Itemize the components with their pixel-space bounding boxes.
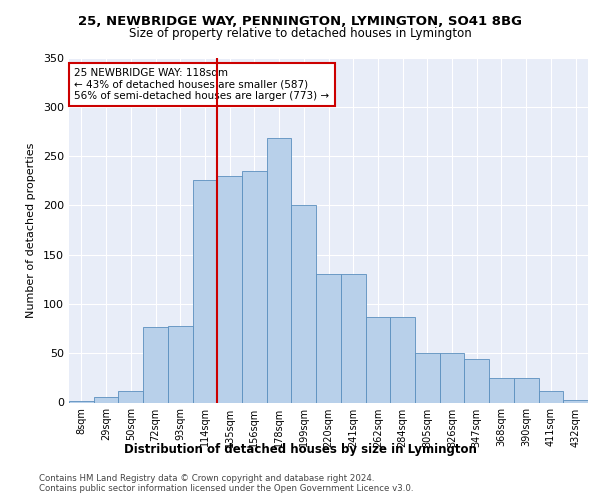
Bar xyxy=(242,171,267,402)
Bar xyxy=(267,138,292,402)
Bar xyxy=(292,206,316,402)
Bar xyxy=(514,378,539,402)
Bar xyxy=(316,274,341,402)
Bar xyxy=(415,353,440,403)
Text: 25, NEWBRIDGE WAY, PENNINGTON, LYMINGTON, SO41 8BG: 25, NEWBRIDGE WAY, PENNINGTON, LYMINGTON… xyxy=(78,15,522,28)
Text: Distribution of detached houses by size in Lymington: Distribution of detached houses by size … xyxy=(124,442,476,456)
Text: 25 NEWBRIDGE WAY: 118sqm
← 43% of detached houses are smaller (587)
56% of semi-: 25 NEWBRIDGE WAY: 118sqm ← 43% of detach… xyxy=(74,68,329,101)
Bar xyxy=(563,400,588,402)
Bar xyxy=(168,326,193,402)
Bar xyxy=(464,359,489,403)
Bar xyxy=(217,176,242,402)
Bar xyxy=(390,316,415,402)
Bar xyxy=(489,378,514,402)
Text: Size of property relative to detached houses in Lymington: Size of property relative to detached ho… xyxy=(128,28,472,40)
Bar xyxy=(143,326,168,402)
Bar xyxy=(69,400,94,402)
Text: Contains public sector information licensed under the Open Government Licence v3: Contains public sector information licen… xyxy=(39,484,413,493)
Bar xyxy=(365,316,390,402)
Bar xyxy=(440,353,464,403)
Bar xyxy=(118,390,143,402)
Bar xyxy=(94,396,118,402)
Bar xyxy=(193,180,217,402)
Y-axis label: Number of detached properties: Number of detached properties xyxy=(26,142,36,318)
Bar xyxy=(341,274,365,402)
Text: Contains HM Land Registry data © Crown copyright and database right 2024.: Contains HM Land Registry data © Crown c… xyxy=(39,474,374,483)
Bar xyxy=(539,390,563,402)
